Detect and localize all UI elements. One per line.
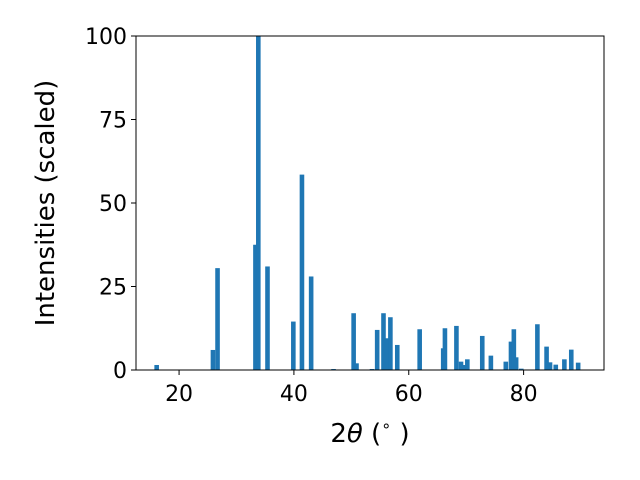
- bar: [381, 313, 386, 370]
- bar: [253, 244, 258, 370]
- y-tick-label: 0: [113, 359, 127, 384]
- bar: [256, 36, 261, 370]
- y-tick-label: 100: [85, 25, 127, 50]
- bar: [553, 364, 559, 370]
- bar: [215, 268, 220, 370]
- x-axis-label-prefix: 2: [330, 419, 347, 449]
- y-tick-label: 75: [99, 109, 127, 134]
- bar: [384, 338, 389, 370]
- bar: [465, 359, 470, 370]
- bar: [479, 335, 485, 370]
- bar: [331, 368, 336, 370]
- x-axis-label-degree: ∘: [381, 416, 391, 435]
- bar: [388, 317, 393, 370]
- y-axis: 0 25 50 75 100: [85, 25, 136, 384]
- bar: [308, 276, 314, 370]
- bar: [291, 321, 296, 370]
- bar: [508, 341, 514, 370]
- bar: [568, 349, 574, 370]
- bar: [547, 362, 553, 370]
- bar: [511, 329, 517, 370]
- bar: [503, 361, 509, 370]
- x-axis: 20 40 60 80: [165, 370, 538, 407]
- bar: [369, 368, 375, 370]
- y-tick-label: 25: [99, 276, 127, 301]
- bar: [154, 364, 159, 370]
- y-tick-label: 50: [99, 192, 127, 217]
- y-axis-label: Intensities (scaled): [31, 80, 61, 327]
- bar: [575, 362, 581, 370]
- bar: [562, 359, 567, 370]
- x-tick-label: 60: [395, 382, 423, 407]
- bar: [454, 325, 459, 370]
- bar: [461, 364, 467, 370]
- bar: [458, 361, 464, 370]
- bar: [513, 357, 519, 370]
- bar: [535, 324, 540, 370]
- bar: [544, 346, 549, 370]
- x-axis-label-open: (: [363, 419, 381, 449]
- bar: [394, 344, 400, 370]
- bar: [351, 313, 356, 370]
- bar: [374, 329, 380, 370]
- bar: [519, 368, 524, 370]
- x-tick-label: 40: [280, 382, 308, 407]
- bar: [488, 355, 494, 370]
- bars: [154, 36, 581, 370]
- bar: [265, 266, 270, 370]
- bar: [210, 349, 216, 370]
- x-axis-label: 2θ (∘ ): [330, 416, 409, 449]
- x-tick-label: 20: [165, 382, 193, 407]
- plot-frame: [135, 35, 605, 371]
- bar: [442, 328, 448, 370]
- bar: [354, 363, 359, 370]
- bar: [417, 329, 422, 370]
- x-axis-label-close: ): [391, 419, 409, 449]
- x-axis-label-theta: θ: [347, 419, 363, 449]
- bar: [299, 174, 305, 370]
- x-tick-label: 80: [510, 382, 538, 407]
